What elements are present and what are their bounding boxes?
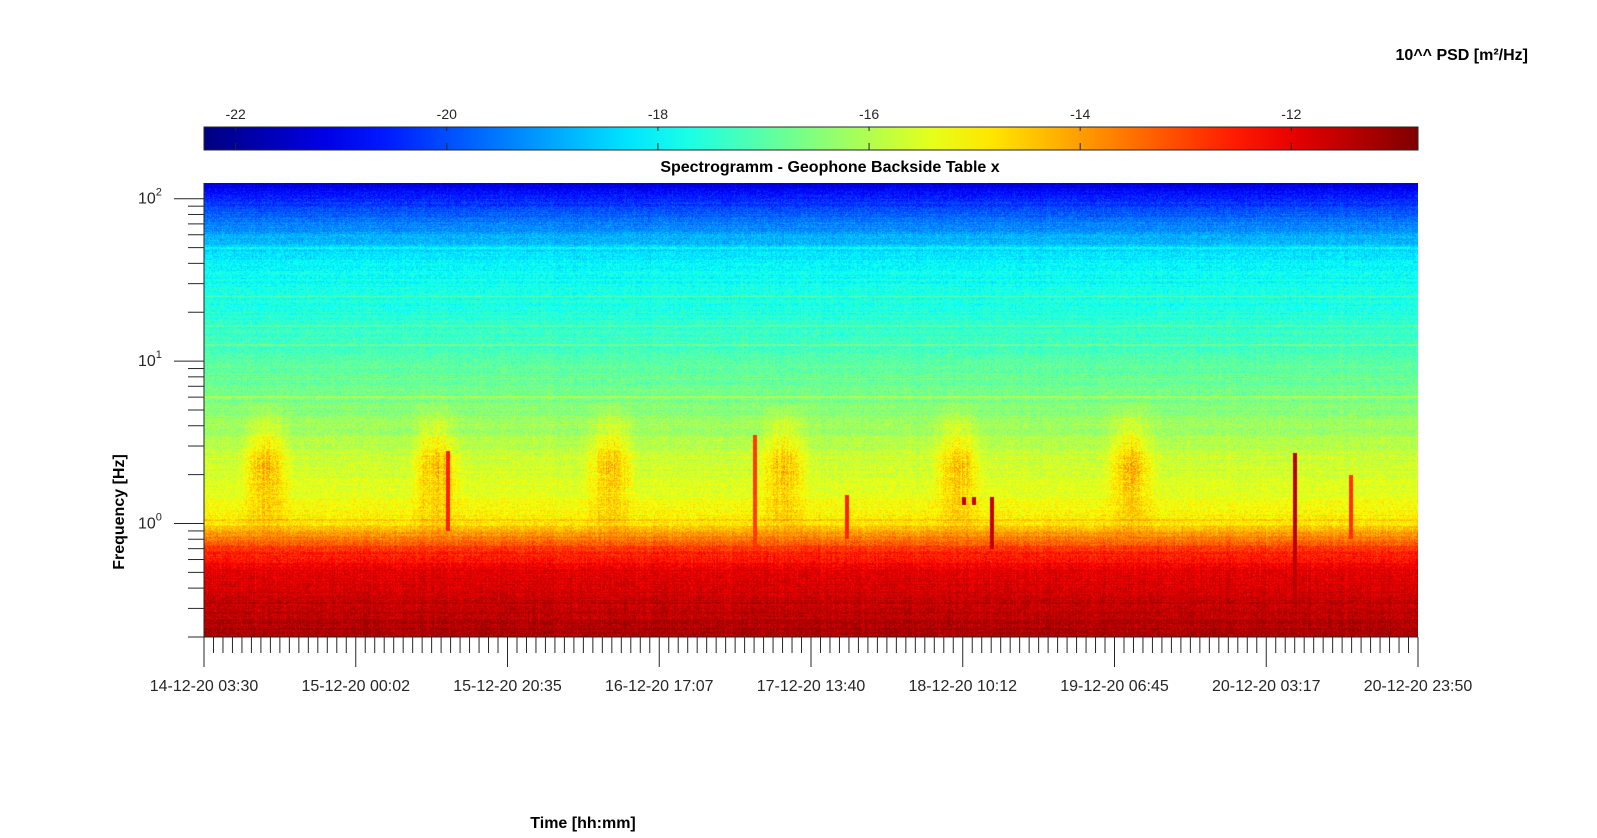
y-tick-label: 100 xyxy=(138,512,162,533)
x-tick-label: 15-12-20 20:35 xyxy=(453,678,562,695)
colorbar-tick-label: -22 xyxy=(226,106,246,122)
colorbar xyxy=(203,126,1419,151)
colorbar-tick-label: -14 xyxy=(1070,106,1090,122)
x-tick-label: 17-12-20 13:40 xyxy=(757,678,866,695)
x-tick-label: 16-12-20 17:07 xyxy=(605,678,714,695)
colorbar-tick-label: -16 xyxy=(859,106,879,122)
colorbar-title: 10^^ PSD [m²/Hz] xyxy=(1395,47,1528,64)
spectrogram-image xyxy=(204,183,1418,637)
colorbar-ticks: -22 -20 -18 -16 -14 -12 xyxy=(226,106,1302,150)
y-axis: 100 101 102 xyxy=(138,183,205,638)
x-tick-label: 15-12-20 00:02 xyxy=(301,678,410,695)
colorbar-tick-label: -12 xyxy=(1281,106,1301,122)
x-tick-label: 18-12-20 10:12 xyxy=(908,678,1017,695)
spectrogram-plot-area xyxy=(204,183,1418,637)
y-tick-label: 102 xyxy=(138,187,162,208)
x-axis: 14-12-20 03:30 15-12-20 00:02 15-12-20 20:… xyxy=(150,636,1473,695)
colorbar-tick-label: -20 xyxy=(437,106,457,122)
y-tick-label: 101 xyxy=(138,349,162,370)
x-axis-label: Time [hh:mm] xyxy=(530,815,636,832)
x-tick-label: 14-12-20 03:30 xyxy=(150,678,259,695)
x-tick-label: 20-12-20 23:50 xyxy=(1364,678,1473,695)
x-tick-label: 20-12-20 03:17 xyxy=(1212,678,1321,695)
colorbar-tick-label: -18 xyxy=(648,106,668,122)
x-tick-label: 19-12-20 06:45 xyxy=(1060,678,1169,695)
plot-title-wrap: Spectrogramm - Geophone Backside Table x xyxy=(208,0,1452,200)
plot-title: Spectrogramm - Geophone Backside Table x xyxy=(660,159,1000,176)
